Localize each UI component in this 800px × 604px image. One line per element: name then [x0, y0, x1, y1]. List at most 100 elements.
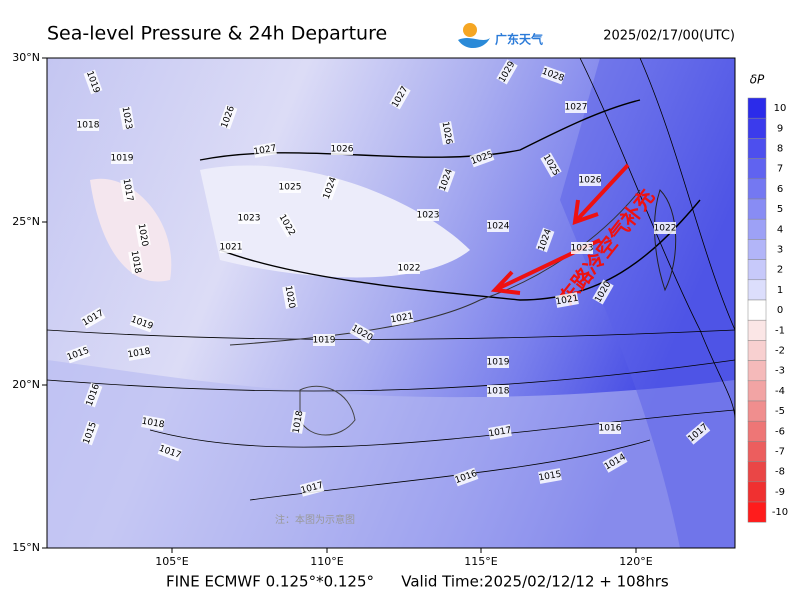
contour-label-bg: [439, 121, 455, 145]
contour-label: 1018: [292, 410, 306, 435]
contour-label-bg: [128, 250, 144, 274]
colorbar-label: 2: [777, 265, 783, 276]
colorbar-label: -2: [775, 346, 785, 357]
contour-label: 1026: [331, 145, 354, 155]
contour-label: 1017: [488, 426, 512, 440]
contour-label-bg: [83, 69, 103, 95]
contour-label: 1021: [555, 294, 579, 308]
contour-label-bg: [565, 101, 587, 113]
contour-label-bg: [290, 410, 306, 434]
contour-label-bg: [65, 344, 91, 364]
contour-label: 1027: [253, 144, 277, 158]
contour-label-bg: [349, 322, 375, 344]
contour-label-bg: [83, 382, 103, 408]
contour-label: 1016: [599, 424, 622, 434]
colorbar-label: 5: [777, 204, 783, 215]
watermark: 注：本图为示意图: [275, 513, 355, 526]
colorbar-label: -4: [775, 386, 785, 397]
contour-label: 1018: [77, 121, 100, 131]
contour-label: 1017: [121, 178, 135, 202]
contour-label: 1018: [129, 250, 143, 275]
logo-text: 广东天气: [495, 32, 543, 47]
lon-label: 120°E: [619, 555, 652, 568]
colorbar-swatch: [747, 461, 767, 483]
contour-label-bg: [279, 181, 301, 193]
lon-label: 110°E: [310, 555, 343, 568]
title: Sea-level Pressure & 24h Departure: [47, 23, 387, 45]
contour-label-bg: [496, 59, 518, 85]
colorbar-swatch: [747, 420, 767, 442]
contour-label-bg: [487, 220, 509, 232]
arrow: [573, 163, 630, 224]
colorbar-swatch: [747, 117, 767, 139]
contour-label-bg: [571, 242, 593, 254]
colorbar-swatch: [747, 400, 767, 422]
contour-label-bg: [218, 104, 238, 130]
contour-label-bg: [282, 285, 298, 309]
contour-label: 1023: [238, 214, 261, 224]
contour-label-bg: [685, 421, 711, 445]
colorbar-swatch: [747, 218, 767, 240]
contour-label-bg: [654, 222, 676, 234]
contour-label-bg: [599, 422, 621, 434]
contour-label-bg: [80, 420, 100, 446]
contour-label-bg: [487, 356, 509, 368]
contour-label-bg: [299, 479, 325, 497]
colorbar-swatch: [747, 158, 767, 180]
contour-label-bg: [111, 152, 133, 164]
contour-label-bg: [220, 241, 242, 253]
contour-label-bg: [135, 223, 151, 247]
colorbar-label: 7: [777, 164, 783, 175]
colorbar-swatch: [747, 360, 767, 382]
contour-label: 1023: [120, 106, 134, 130]
colorbar-swatch: [747, 239, 767, 260]
colorbar-title: δP: [750, 73, 765, 87]
colorbar-swatch: [747, 501, 767, 523]
contour-label: 1025: [279, 183, 302, 193]
colorbar-swatch: [747, 340, 767, 361]
lon-label: 115°E: [464, 555, 497, 568]
colorbar-label: -3: [775, 366, 785, 377]
lon-label: 105°E: [155, 555, 188, 568]
contour-label-bg: [538, 468, 562, 484]
logo-sun: [463, 23, 477, 37]
contour-label: 1019: [111, 154, 134, 164]
contour-label: 1022: [398, 264, 421, 274]
contour-label-bg: [555, 292, 579, 308]
model-label: FINE ECMWF 0.125°*0.125°: [166, 573, 374, 591]
colorbar-label: 1: [777, 285, 783, 296]
contour-label-bg: [453, 467, 479, 487]
contour-label: 1026: [579, 176, 602, 186]
lat-label: 25°N: [12, 215, 40, 228]
colorbar-label: 6: [777, 184, 783, 195]
contour-label-bg: [540, 152, 562, 178]
contour-label-bg: [276, 212, 298, 238]
colorbar-label: -8: [775, 467, 785, 478]
colorbar-label: 0: [777, 305, 783, 316]
contour-label: 1018: [127, 347, 152, 361]
contour-label-bg: [127, 345, 151, 361]
contour-label: 1024: [487, 222, 510, 232]
valid-time: Valid Time:2025/02/12/12 + 108hrs: [401, 573, 669, 591]
arrow-head: [572, 199, 599, 225]
colorbar-swatch: [747, 259, 767, 281]
contour-label-bg: [253, 142, 277, 158]
colorbar-label: -5: [775, 406, 785, 417]
contour-label-bg: [592, 279, 614, 305]
contour-label: 1023: [571, 244, 594, 254]
colorbar-swatch: [747, 138, 767, 159]
colorbar-label: 4: [777, 224, 783, 235]
date: 2025/02/17/00(UTC): [603, 29, 735, 44]
contour-label-bg: [602, 451, 628, 473]
arrow-head: [490, 270, 521, 295]
lat-label: 15°N: [12, 541, 40, 554]
contour-label: 1021: [220, 243, 243, 253]
contour-label-bg: [535, 227, 555, 253]
contour-label-bg: [77, 119, 99, 131]
contour-label: 1023: [417, 211, 440, 221]
contour-label-bg: [120, 178, 136, 202]
colorbar-label: 3: [777, 245, 783, 256]
colorbar-label: 8: [777, 144, 783, 155]
contour-label: 1019: [313, 336, 336, 346]
contour-label: 1020: [136, 223, 150, 248]
